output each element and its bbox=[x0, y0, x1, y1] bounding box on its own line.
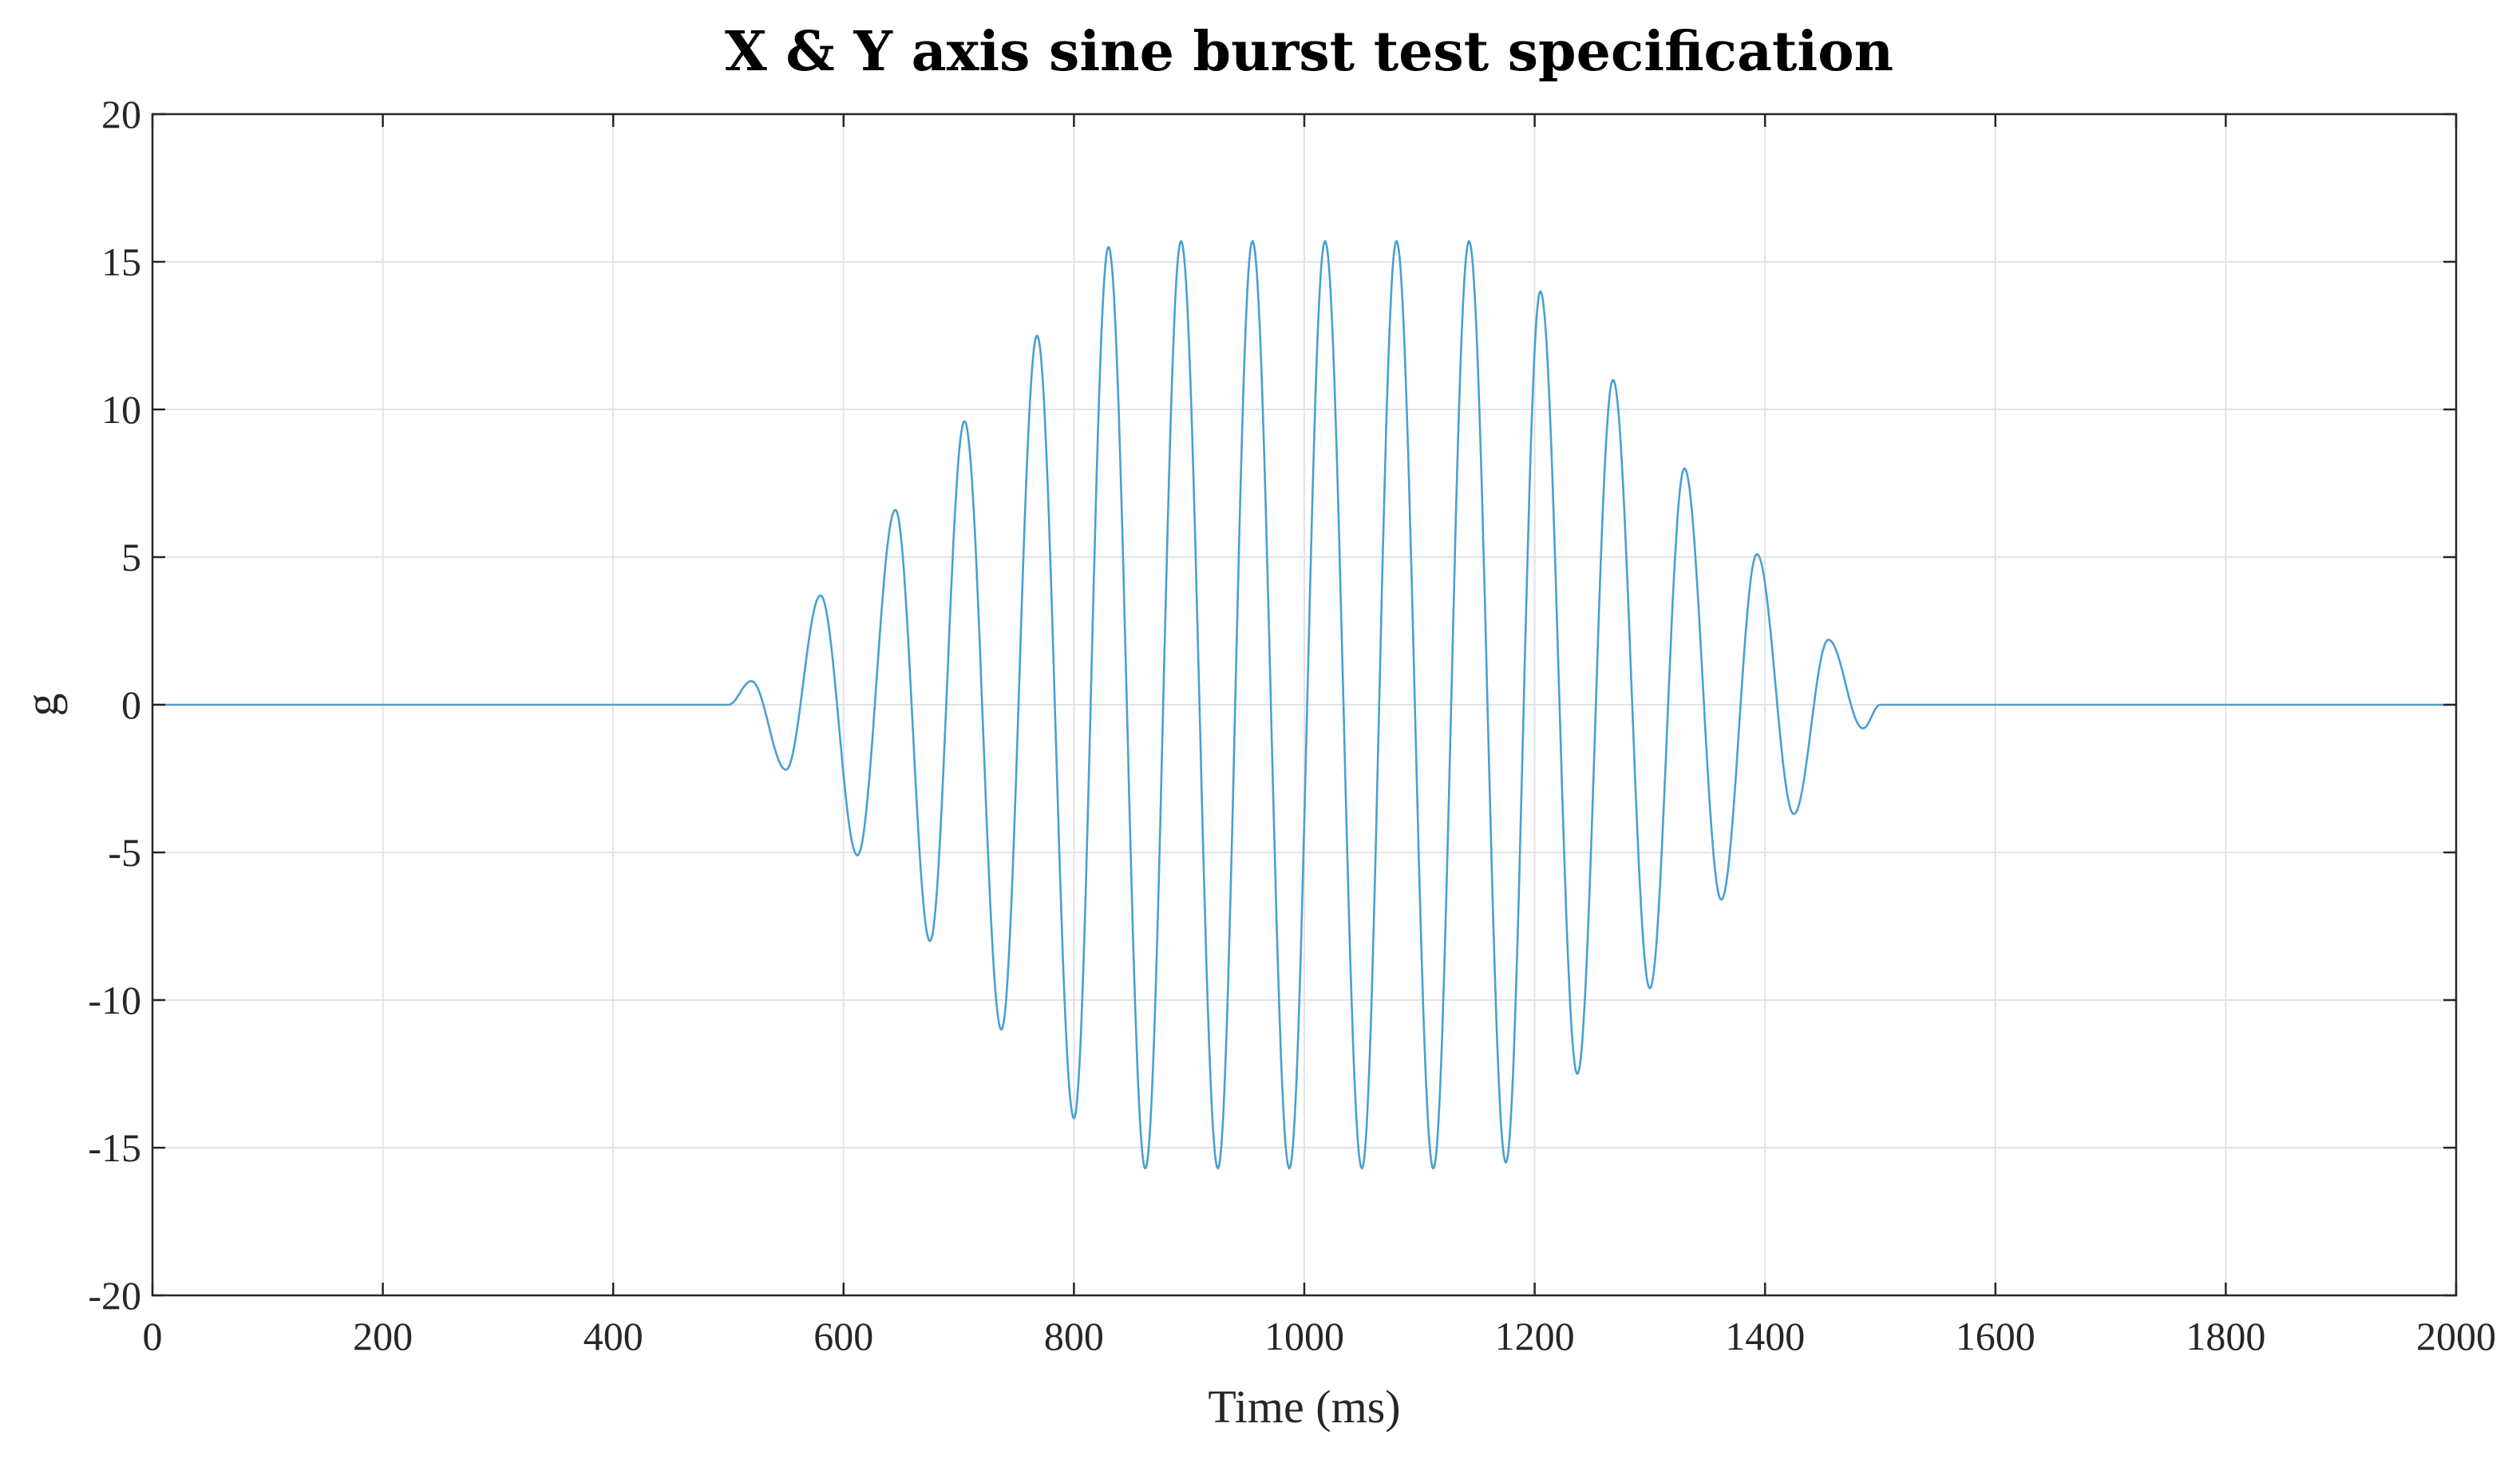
x-tick-label: 1600 bbox=[1956, 1314, 2035, 1358]
x-tick-label: 200 bbox=[353, 1314, 413, 1358]
x-tick-label: 800 bbox=[1044, 1314, 1104, 1358]
x-axis-label: Time (ms) bbox=[1208, 1381, 1400, 1433]
y-tick-label: 15 bbox=[101, 239, 141, 284]
x-tick-label: 400 bbox=[584, 1314, 643, 1358]
y-tick-label: -20 bbox=[88, 1273, 141, 1318]
y-tick-label: 10 bbox=[101, 387, 141, 432]
chart-title: X & Y axis sine burst test specification bbox=[725, 20, 1893, 84]
series-line-0 bbox=[152, 239, 2457, 1170]
x-tick-label: 1200 bbox=[1495, 1314, 1575, 1358]
ticks: 0 200 400 600 800 1000 1200 1400 1600 1800 2000 20 1… bbox=[88, 92, 2496, 1358]
y-tick-label: -15 bbox=[88, 1125, 141, 1170]
x-tick-label: 0 bbox=[143, 1314, 163, 1358]
y-tick-label: -5 bbox=[108, 830, 141, 875]
y-tick-label: 5 bbox=[121, 535, 141, 579]
x-tick-label: 1400 bbox=[1725, 1314, 1805, 1358]
x-tick-label: 1800 bbox=[2186, 1314, 2265, 1358]
x-tick-label: 600 bbox=[813, 1314, 873, 1358]
y-axis-label: g bbox=[16, 694, 68, 717]
x-tick-label: 1000 bbox=[1264, 1314, 1344, 1358]
y-tick-label: -10 bbox=[88, 978, 141, 1022]
y-tick-label: 0 bbox=[121, 682, 141, 727]
series-layer bbox=[152, 239, 2457, 1170]
x-tick-label: 2000 bbox=[2416, 1314, 2496, 1358]
y-tick-label: 20 bbox=[101, 92, 141, 136]
